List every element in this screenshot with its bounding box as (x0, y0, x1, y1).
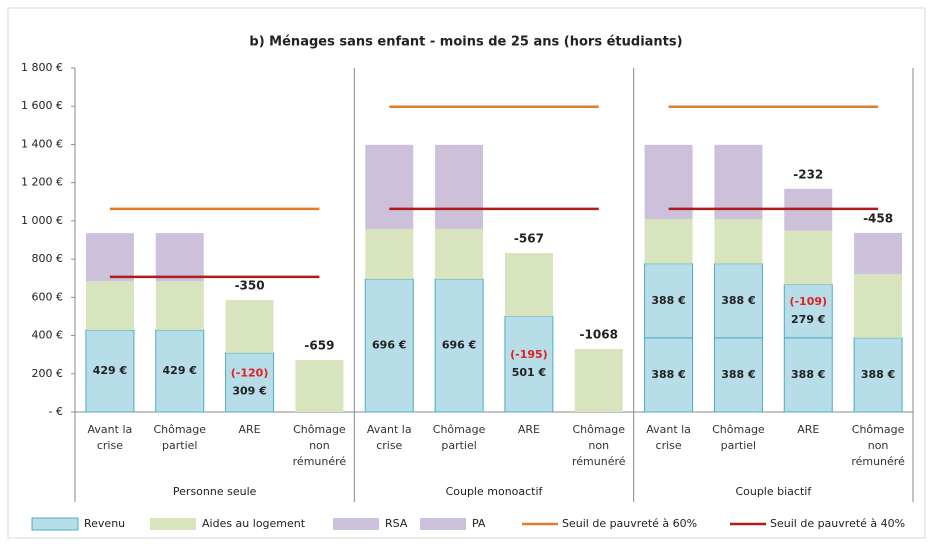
value-label: 388 € (721, 368, 755, 381)
bar-segment (713, 263, 763, 339)
x-tick-label: Chômage partiel (712, 423, 765, 452)
value-label: 696 € (442, 338, 476, 351)
legend-label: PA (472, 517, 486, 530)
chart-title: b) Ménages sans enfant - moins de 25 ans… (249, 35, 682, 50)
bar-segment (435, 144, 484, 229)
gap-label: -350 (235, 279, 265, 293)
bar-segment (714, 218, 763, 264)
x-tick-label: Chômage partiel (432, 423, 486, 452)
group-label: Couple monoactif (446, 485, 544, 498)
bar-segment (853, 337, 903, 413)
bar-segment (644, 144, 693, 219)
value-label: 388 € (861, 368, 895, 381)
bar-segment (365, 144, 414, 229)
x-tick-label: Chômage non rémunéré (292, 423, 347, 468)
bar-segment (644, 337, 694, 413)
value-label: 388 € (791, 368, 825, 381)
gap-label: -232 (793, 167, 823, 181)
x-tick-label: Avant la crise (366, 423, 412, 452)
change-label: (-120) (231, 366, 269, 379)
value-label: 388 € (651, 368, 685, 381)
legend-swatch (150, 518, 196, 530)
bar-segment (435, 228, 484, 279)
bar-segment (504, 315, 554, 413)
bar-segment (713, 337, 763, 413)
x-tick-label: Avant la crise (646, 423, 691, 452)
x-tick-label: ARE (797, 423, 820, 436)
gap-label: -659 (304, 339, 334, 353)
x-tick-label: Chômage non rémunéré (851, 423, 905, 468)
y-tick-label: 400 € (32, 329, 64, 342)
bar-segment (155, 233, 204, 282)
bar-segment (155, 329, 205, 413)
bar-segment (854, 274, 903, 338)
value-label: 696 € (372, 338, 406, 351)
bar-segment (714, 144, 763, 219)
y-tick-label: 1 800 € (21, 61, 63, 74)
y-tick-label: 1 000 € (21, 214, 63, 227)
bar-segment (783, 284, 833, 339)
bar-segment (365, 228, 414, 279)
bar-segment (434, 278, 484, 413)
gap-label: -567 (514, 231, 544, 245)
gap-label: -458 (863, 211, 893, 225)
group-label: Couple biactif (735, 485, 812, 498)
bar-segment (854, 232, 903, 275)
value-label: 388 € (651, 294, 685, 307)
y-tick-label: 1 200 € (21, 176, 63, 189)
legend-label: Aides au logement (202, 517, 306, 530)
value-label: 429 € (93, 364, 127, 377)
gap-label: -1068 (580, 327, 618, 341)
group-label: Personne seule (173, 485, 257, 498)
x-tick-label: ARE (238, 423, 261, 436)
y-tick-label: 1 600 € (21, 99, 63, 112)
value-label: 501 € (512, 366, 546, 379)
change-label: (-109) (789, 295, 827, 308)
bar-segment (574, 348, 623, 412)
legend-swatch (31, 517, 79, 531)
y-tick-label: 600 € (32, 290, 64, 303)
value-label: 309 € (232, 384, 266, 397)
x-tick-label: Chômage partiel (153, 423, 207, 452)
legend-label: Seuil de pauvreté à 40% (770, 517, 905, 530)
bar-segment (85, 233, 134, 282)
y-tick-label: 800 € (32, 252, 64, 265)
bar-segment (364, 278, 414, 413)
x-tick-label: ARE (517, 423, 540, 436)
legend-label: Revenu (84, 517, 125, 530)
change-label: (-195) (510, 348, 548, 361)
bar-segment (504, 252, 553, 317)
y-tick-label: 200 € (32, 367, 64, 380)
legend-swatch (420, 518, 466, 530)
bar-segment (85, 281, 134, 331)
value-label: 429 € (163, 364, 197, 377)
bar-segment (225, 300, 274, 353)
y-tick-label: 1 400 € (21, 137, 63, 150)
value-label: 279 € (791, 313, 825, 326)
value-label: 388 € (721, 294, 755, 307)
x-tick-label: Avant la crise (87, 423, 133, 452)
bar-segment (225, 352, 275, 413)
bar-segment (295, 360, 344, 412)
bar-segment (784, 230, 833, 285)
x-tick-label: Chômage non rémunéré (571, 423, 626, 468)
legend-label: Seuil de pauvreté à 60% (562, 517, 697, 530)
bar-segment (155, 281, 204, 331)
y-tick-label: - € (49, 405, 63, 418)
bar-segment (85, 329, 135, 413)
legend-swatch (333, 518, 379, 530)
bar-segment (644, 218, 693, 264)
legend-label: RSA (385, 517, 408, 530)
